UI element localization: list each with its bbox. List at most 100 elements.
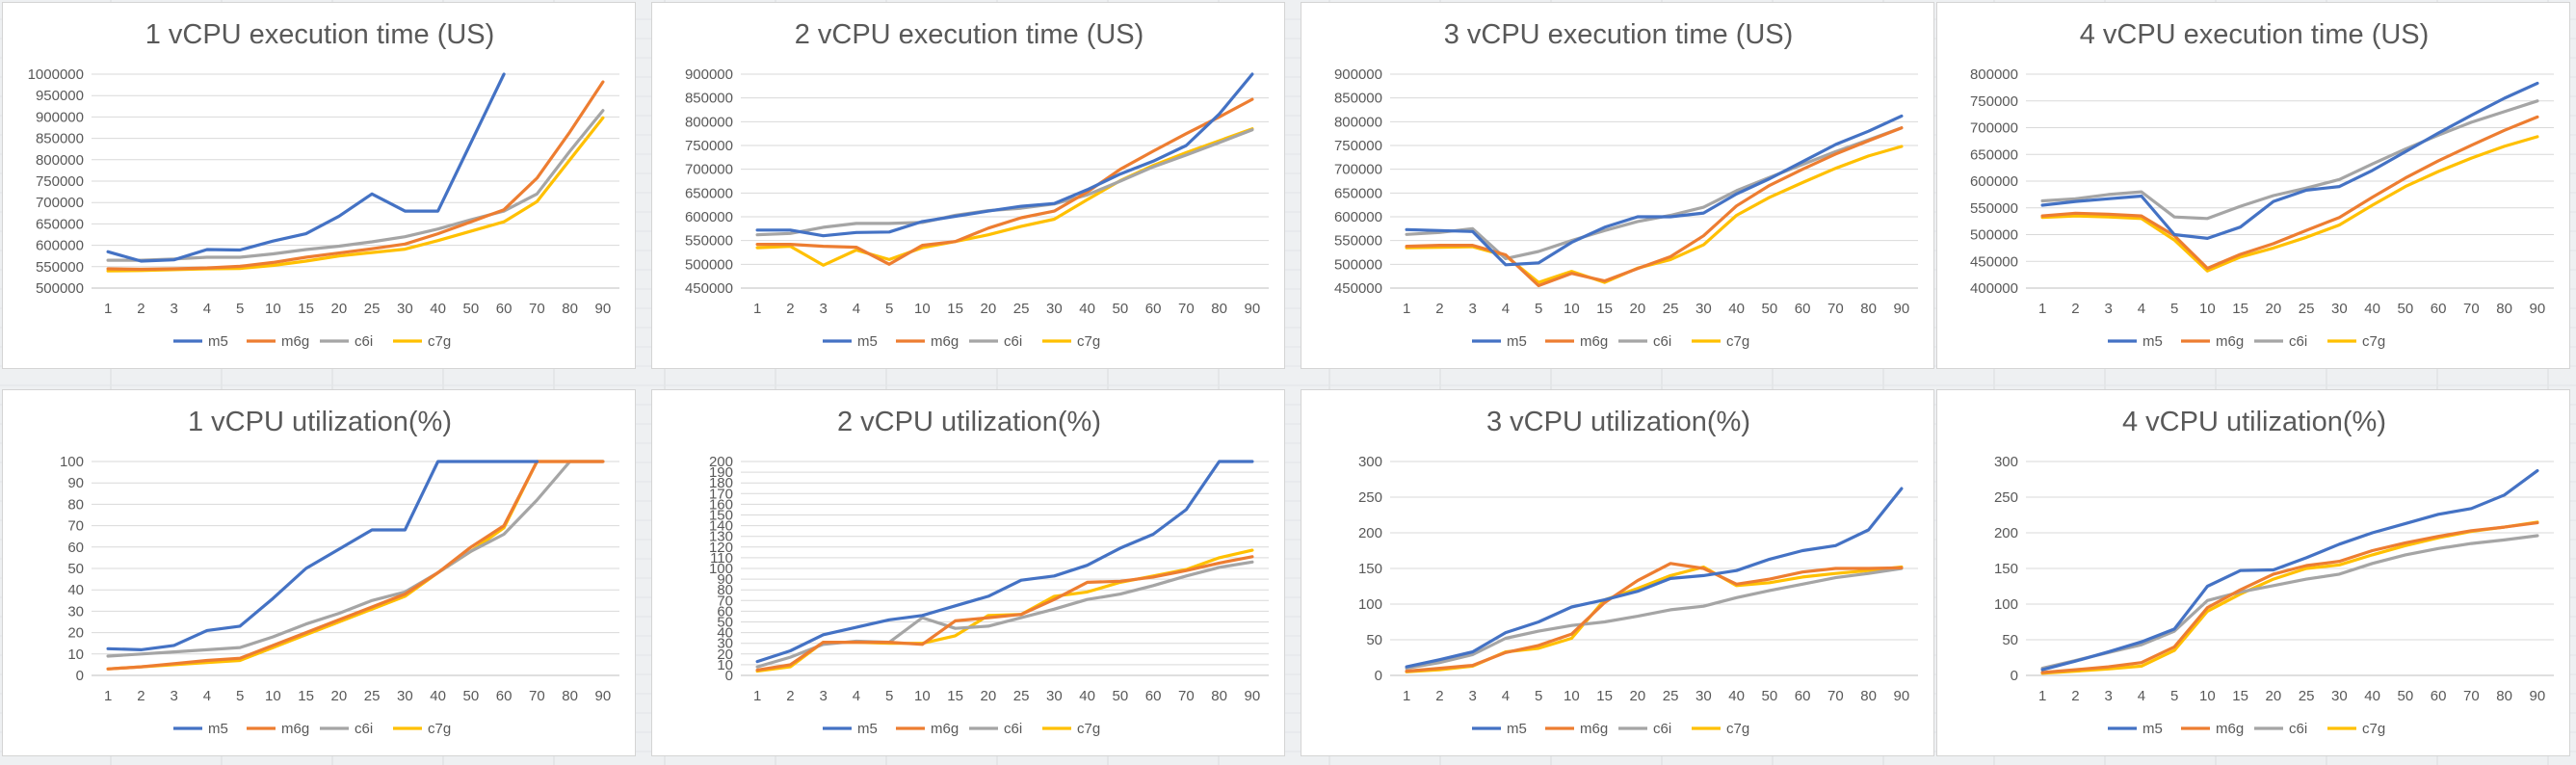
series-line-m5[interactable] (755, 72, 1254, 238)
x-tick-label: 90 (1245, 688, 1261, 704)
x-tick-label: 10 (1564, 301, 1580, 317)
series-line-c6i[interactable] (2040, 99, 2539, 221)
y-tick-label: 50 (717, 615, 733, 631)
legend-label-c7g: c7g (1726, 721, 1749, 737)
series-line-m6g[interactable] (2040, 115, 2539, 271)
series-line-m5[interactable] (106, 460, 539, 651)
x-tick-label: 50 (463, 301, 480, 317)
series-line-m6g[interactable] (755, 555, 1254, 672)
y-tick-label: 100 (1358, 596, 1382, 613)
chart-1vcpu-execution-time[interactable]: 1 vCPU execution time (US) 500000 550000 60… (2, 2, 636, 369)
legend-label-c7g: c7g (2362, 333, 2385, 350)
y-tick-label: 450000 (685, 280, 733, 297)
y-tick-label: 30 (717, 636, 733, 652)
series-line-m6g[interactable] (106, 80, 605, 272)
y-tick-label: 650000 (1970, 146, 2018, 163)
legend-label-m6g: m6g (1580, 721, 1608, 737)
series-line-c6i[interactable] (2040, 534, 2539, 671)
x-tick-label: 60 (2431, 688, 2447, 704)
legend-label-m6g: m6g (2216, 721, 2244, 737)
chart-4vcpu-utilization[interactable]: 4 vCPU utilization(%) 0 50 100 150 200 250 300 1… (1936, 389, 2570, 756)
y-tick-label: 400000 (1970, 280, 2018, 297)
series-line-c7g[interactable] (106, 460, 605, 671)
y-tick-label: 60 (717, 603, 733, 620)
x-tick-label: 50 (1113, 688, 1129, 704)
x-tick-label: 1 (753, 688, 761, 704)
y-tick-label: 70 (717, 593, 733, 609)
x-tick-label: 60 (496, 301, 513, 317)
x-tick-label: 30 (2331, 688, 2348, 704)
series-line-m5[interactable] (1405, 487, 1904, 669)
x-tick-label: 5 (2170, 688, 2178, 704)
chart-1vcpu-utilization[interactable]: 1 vCPU utilization(%) 0 10 20 30 40 50 60 70 80 90… (2, 389, 636, 756)
chart-3vcpu-execution-time[interactable]: 3 vCPU execution time (US) 450000 500000 55… (1301, 2, 1934, 369)
series-line-c6i[interactable] (106, 460, 605, 658)
series-line-m6g[interactable] (106, 460, 605, 671)
y-tick-label: 500000 (1334, 256, 1382, 273)
x-tick-label: 25 (2299, 688, 2315, 704)
series-line-c7g[interactable] (1405, 565, 1904, 673)
x-tick-label: 70 (2463, 688, 2480, 704)
y-tick-label: 150 (1358, 561, 1382, 577)
x-tick-label: 40 (430, 301, 446, 317)
series-line-c7g[interactable] (755, 127, 1254, 267)
legend-label-c6i: c6i (355, 333, 373, 350)
x-tick-label: 30 (397, 301, 413, 317)
x-tick-label: 15 (1596, 301, 1613, 317)
series-line-m5[interactable] (755, 460, 1254, 664)
x-tick-label: 15 (2232, 688, 2248, 704)
x-tick-label: 40 (2364, 688, 2380, 704)
series-line-m6g[interactable] (1405, 562, 1904, 673)
series-line-c6i[interactable] (1405, 126, 1904, 260)
series-line-m5[interactable] (2040, 81, 2539, 240)
y-tick-label: 750000 (685, 138, 733, 154)
series-line-m6g[interactable] (2040, 521, 2539, 674)
chart-2vcpu-utilization[interactable]: 2 vCPU utilization(%) 0 10 20 30 40 50 60 70 80 90… (651, 389, 1285, 756)
legend-label-m6g: m6g (1580, 333, 1608, 350)
x-tick-label: 50 (2398, 688, 2414, 704)
y-tick-label: 750000 (1334, 138, 1382, 154)
x-tick-label: 25 (1013, 301, 1030, 317)
legend-label-c6i: c6i (1653, 721, 1671, 737)
y-tick-label: 160 (709, 496, 733, 513)
x-tick-label: 20 (2266, 688, 2282, 704)
legend-label-c6i: c6i (1004, 333, 1022, 350)
x-tick-label: 3 (1468, 688, 1476, 704)
y-tick-label: 200 (1994, 525, 2018, 541)
x-tick-label: 1 (753, 301, 761, 317)
x-tick-label: 10 (2199, 688, 2216, 704)
chart-2vcpu-execution-time[interactable]: 2 vCPU execution time (US) 450000 500000 55… (651, 2, 1285, 369)
x-tick-label: 50 (1762, 688, 1778, 704)
legend-label-c7g: c7g (2362, 721, 2385, 737)
y-tick-label: 500000 (685, 256, 733, 273)
legend-label-m6g: m6g (281, 721, 309, 737)
chart-3vcpu-utilization[interactable]: 3 vCPU utilization(%) 0 50 100 150 200 250 300 1… (1301, 389, 1934, 756)
series-line-m5[interactable] (106, 72, 506, 263)
series-line-c6i[interactable] (106, 109, 605, 262)
legend-label-c6i: c6i (355, 721, 373, 737)
legend-label-c6i: c6i (1004, 721, 1022, 737)
series-line-c7g[interactable] (2040, 135, 2539, 273)
series-line-c6i[interactable] (1405, 567, 1904, 671)
x-tick-label: 40 (1079, 688, 1095, 704)
x-tick-label: 25 (1663, 301, 1679, 317)
y-tick-label: 150 (709, 508, 733, 524)
x-tick-label: 15 (298, 301, 314, 317)
x-tick-label: 4 (203, 688, 211, 704)
series-line-m6g[interactable] (1405, 126, 1904, 288)
x-tick-label: 60 (1145, 688, 1162, 704)
x-tick-label: 3 (2104, 688, 2112, 704)
series-line-m5[interactable] (1405, 114, 1904, 267)
series-line-m6g[interactable] (755, 97, 1254, 266)
x-tick-label: 20 (1630, 301, 1646, 317)
x-tick-label: 2 (2071, 301, 2079, 317)
series-lines (2040, 469, 2539, 675)
legend-label-c6i: c6i (2289, 721, 2307, 737)
legend-label-m5: m5 (208, 333, 228, 350)
series-line-m5[interactable] (2040, 469, 2539, 672)
legend-label-m5: m5 (857, 333, 878, 350)
x-tick-label: 60 (2431, 301, 2447, 317)
series-line-c7g[interactable] (106, 116, 605, 273)
x-tick-label: 60 (1795, 301, 1811, 317)
chart-4vcpu-execution-time[interactable]: 4 vCPU execution time (US) 400000 450000 50… (1936, 2, 2570, 369)
